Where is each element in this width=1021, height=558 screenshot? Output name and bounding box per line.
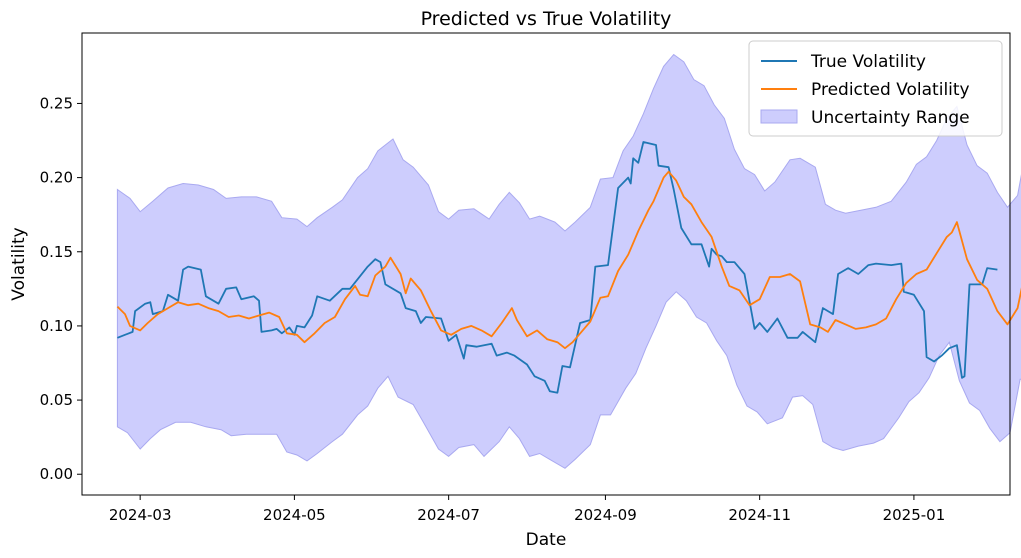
y-axis: 0.00 0.05 0.10 0.15 0.20 0.25 [40, 94, 82, 483]
x-tick-label: 2024-05 [263, 506, 326, 524]
x-axis: 2024-03 2024-05 2024-07 2024-09 2024-11 2025-… [109, 495, 945, 524]
x-tick-label: 2025-01 [883, 506, 946, 524]
legend-frame [748, 40, 1003, 137]
y-tick-label: 0.10 [40, 317, 73, 335]
uncertainty-band [116, 53, 1021, 469]
legend-label-uncertainty: Uncertainty Range [811, 108, 970, 128]
y-tick-label: 0.15 [40, 243, 73, 261]
y-tick-label: 0.00 [40, 465, 73, 483]
y-tick-label: 0.25 [40, 94, 73, 112]
x-axis-label: Date [526, 530, 567, 550]
legend-label-true: True Volatility [810, 52, 926, 72]
y-axis-label: Volatility [9, 227, 29, 300]
chart-title: Predicted vs True Volatility [421, 8, 672, 30]
y-tick-label: 0.20 [40, 169, 73, 187]
x-tick-label: 2024-09 [574, 506, 637, 524]
legend-swatch-uncertainty [760, 109, 798, 124]
true-volatility-line [117, 141, 998, 394]
x-tick-label: 2024-07 [417, 506, 480, 524]
x-tick-label: 2024-03 [109, 506, 172, 524]
x-tick-label: 2024-11 [728, 506, 791, 524]
predicted-volatility-line [116, 170, 1021, 350]
legend-label-predicted: Predicted Volatility [811, 80, 970, 100]
y-tick-label: 0.05 [40, 391, 73, 409]
legend: True Volatility Predicted Volatility Unc… [748, 40, 1003, 137]
plot-area [116, 53, 1021, 469]
plot-frame [81, 32, 1011, 496]
